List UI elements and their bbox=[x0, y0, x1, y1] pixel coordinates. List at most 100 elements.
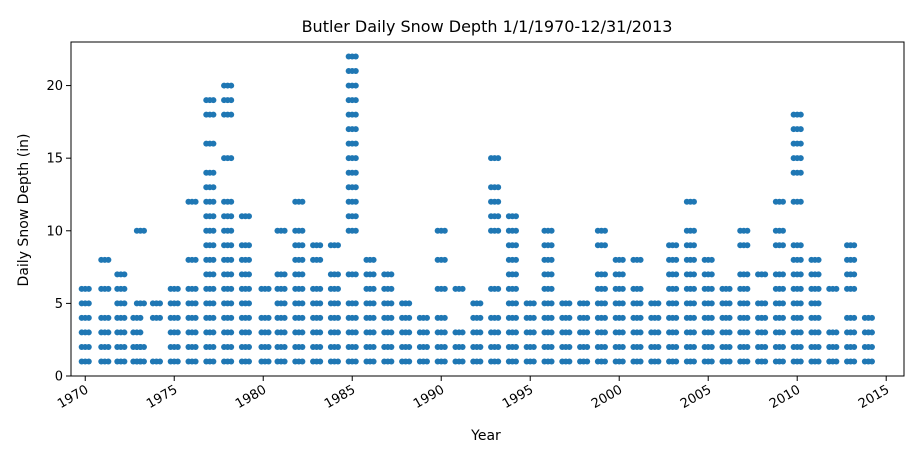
data-point bbox=[228, 155, 235, 162]
data-point bbox=[210, 227, 217, 234]
data-point bbox=[512, 329, 519, 336]
data-point bbox=[441, 329, 448, 336]
data-point bbox=[210, 198, 217, 205]
data-point bbox=[833, 329, 840, 336]
data-point bbox=[352, 126, 359, 133]
data-point bbox=[105, 256, 112, 263]
data-point bbox=[797, 256, 804, 263]
data-point bbox=[334, 314, 341, 321]
data-point bbox=[779, 314, 786, 321]
data-point bbox=[85, 285, 92, 292]
data-point bbox=[566, 300, 573, 307]
data-point bbox=[495, 198, 502, 205]
data-point bbox=[441, 343, 448, 350]
y-axis: 0 5 10 15 20 bbox=[46, 79, 71, 385]
data-point bbox=[105, 285, 112, 292]
data-point bbox=[370, 285, 377, 292]
data-point bbox=[673, 358, 680, 365]
data-point bbox=[779, 300, 786, 307]
data-point bbox=[619, 314, 626, 321]
data-point bbox=[317, 343, 324, 350]
data-point bbox=[121, 300, 128, 307]
data-point bbox=[388, 314, 395, 321]
data-point bbox=[228, 198, 235, 205]
data-point bbox=[85, 329, 92, 336]
data-point bbox=[619, 329, 626, 336]
data-point bbox=[797, 242, 804, 249]
data-point bbox=[105, 358, 112, 365]
y-tick-label: 10 bbox=[46, 224, 63, 239]
data-point bbox=[210, 358, 217, 365]
data-point bbox=[566, 314, 573, 321]
data-point bbox=[673, 242, 680, 249]
data-point bbox=[174, 300, 181, 307]
data-point bbox=[673, 300, 680, 307]
data-point bbox=[530, 343, 537, 350]
data-point bbox=[851, 329, 858, 336]
data-point bbox=[495, 358, 502, 365]
x-tick-label: 2015 bbox=[856, 382, 892, 412]
data-point bbox=[726, 343, 733, 350]
data-point bbox=[228, 111, 235, 118]
data-point bbox=[797, 126, 804, 133]
data-point bbox=[530, 300, 537, 307]
data-point bbox=[299, 358, 306, 365]
data-point bbox=[477, 358, 484, 365]
data-point bbox=[228, 300, 235, 307]
data-point bbox=[281, 329, 288, 336]
data-point bbox=[228, 82, 235, 89]
data-point bbox=[245, 358, 252, 365]
data-point bbox=[637, 329, 644, 336]
data-point bbox=[512, 343, 519, 350]
data-point bbox=[797, 358, 804, 365]
data-point bbox=[388, 271, 395, 278]
data-point bbox=[673, 329, 680, 336]
data-point bbox=[299, 227, 306, 234]
data-point bbox=[406, 343, 413, 350]
data-point bbox=[352, 184, 359, 191]
data-point bbox=[779, 285, 786, 292]
data-point bbox=[548, 227, 555, 234]
data-point bbox=[265, 329, 272, 336]
data-point bbox=[156, 314, 163, 321]
data-point bbox=[762, 358, 769, 365]
data-point bbox=[690, 314, 697, 321]
data-point bbox=[334, 358, 341, 365]
data-point bbox=[512, 285, 519, 292]
data-point bbox=[762, 329, 769, 336]
data-point bbox=[797, 285, 804, 292]
data-point bbox=[548, 343, 555, 350]
data-point bbox=[140, 343, 147, 350]
data-point bbox=[85, 343, 92, 350]
data-point bbox=[548, 358, 555, 365]
data-point bbox=[352, 140, 359, 147]
data-point bbox=[228, 256, 235, 263]
plot-frame bbox=[70, 41, 905, 377]
data-point bbox=[601, 358, 608, 365]
x-tick-label: 1980 bbox=[233, 382, 269, 412]
data-point bbox=[815, 329, 822, 336]
data-point bbox=[851, 358, 858, 365]
data-point bbox=[299, 300, 306, 307]
data-point bbox=[370, 271, 377, 278]
data-point bbox=[868, 358, 875, 365]
data-point bbox=[495, 213, 502, 220]
data-point bbox=[495, 227, 502, 234]
data-point bbox=[388, 285, 395, 292]
data-point bbox=[370, 329, 377, 336]
data-point bbox=[548, 285, 555, 292]
data-point bbox=[317, 285, 324, 292]
data-point bbox=[370, 256, 377, 263]
data-point bbox=[744, 271, 751, 278]
data-point bbox=[245, 242, 252, 249]
data-point bbox=[406, 358, 413, 365]
data-point bbox=[868, 314, 875, 321]
data-point bbox=[388, 329, 395, 336]
data-point bbox=[388, 343, 395, 350]
data-point bbox=[744, 285, 751, 292]
data-point bbox=[619, 285, 626, 292]
data-point bbox=[352, 111, 359, 118]
data-point bbox=[655, 329, 662, 336]
data-point bbox=[512, 213, 519, 220]
data-point bbox=[673, 256, 680, 263]
